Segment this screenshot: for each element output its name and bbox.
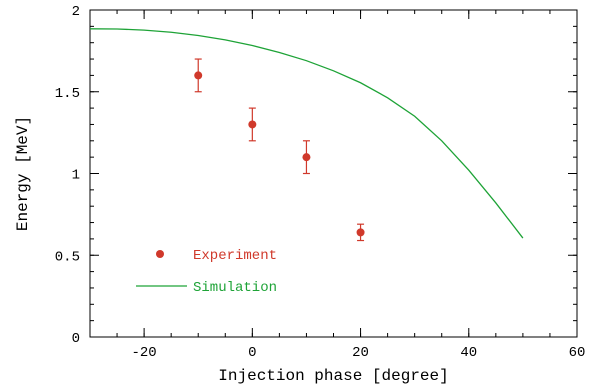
series-layer <box>89 28 524 242</box>
experiment-point <box>356 228 365 237</box>
experiment-point <box>194 71 203 80</box>
x-tick-label: 60 <box>569 345 586 361</box>
x-tick-label: 20 <box>352 345 369 361</box>
y-tick-label: 0.5 <box>55 249 80 265</box>
legend: Experiment Simulation <box>136 248 277 296</box>
x-tick-label: 0 <box>248 345 256 361</box>
legend-experiment-label: Experiment <box>193 248 277 264</box>
ticks <box>89 9 578 338</box>
y-tick-label: 2 <box>72 4 80 20</box>
y-axis-title: Energy [MeV] <box>14 116 32 231</box>
y-tick-label: 0 <box>72 331 80 347</box>
legend-simulation-label: Simulation <box>193 280 277 296</box>
x-tick-label: 40 <box>460 345 477 361</box>
experiment-point <box>248 120 257 129</box>
experiment-point <box>302 153 311 162</box>
x-axis-title: Injection phase [degree] <box>218 367 448 385</box>
tick-labels: -20 0 20 40 60 0 0.5 1 1.5 2 <box>55 4 586 361</box>
y-tick-label: 1.5 <box>55 86 80 102</box>
simulation-line <box>89 28 524 239</box>
legend-experiment-marker <box>156 250 164 258</box>
y-tick-label: 1 <box>72 168 80 184</box>
plot-frame <box>89 9 578 338</box>
x-tick-label: -20 <box>132 345 157 361</box>
